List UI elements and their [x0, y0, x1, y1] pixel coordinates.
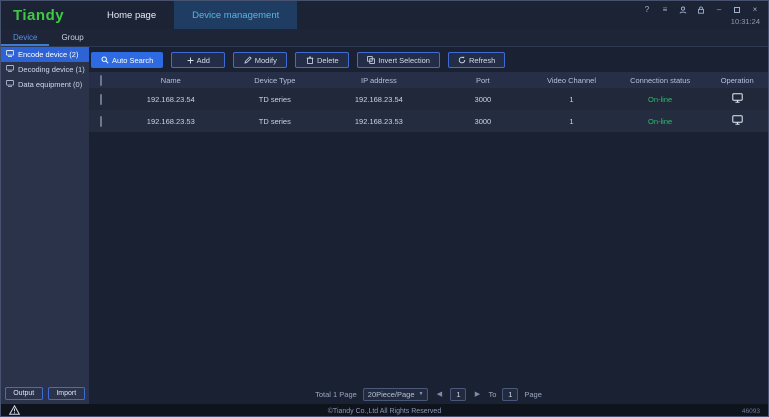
device-operation-icon[interactable] [731, 115, 743, 127]
goto-label: To [488, 389, 497, 399]
top-bar: Tiandy Home page Device management ? ≡ –… [1, 1, 768, 29]
tab-home-page[interactable]: Home page [107, 9, 157, 21]
device-tree-sidebar: Encode device (2) Decoding device (1) Da… [1, 47, 89, 404]
close-button[interactable]: × [752, 5, 758, 14]
page-word-label: Page [524, 389, 542, 399]
plus-icon [187, 57, 194, 63]
cell-device-type: TD series [258, 116, 291, 126]
tab-device-management[interactable]: Device management [174, 1, 298, 29]
chevron-down-icon: ▼ [418, 391, 424, 397]
cell-ip-address: 192.168.23.53 [354, 116, 403, 126]
total-pages-label: Total 1 Page [315, 389, 357, 399]
col-operation: Operation [720, 75, 754, 85]
sidebar-item-label: Decoding device (1) [18, 65, 85, 74]
sidebar-tab-strip: Device Group [1, 29, 768, 47]
current-page-indicator: 1 [450, 387, 467, 401]
sidebar-item-encode-device[interactable]: Encode device (2) [1, 47, 89, 62]
invert-selection-button[interactable]: Invert Selection [357, 52, 440, 68]
tab-group[interactable]: Group [61, 33, 84, 42]
menu-icon[interactable]: ≡ [662, 5, 668, 14]
row-checkbox[interactable] [100, 115, 102, 127]
cell-name: 192.168.23.53 [146, 116, 195, 126]
goto-page-input[interactable] [502, 387, 519, 401]
pagination-bar: Total 1 Page 20Piece/Page ▼ ◀ 1 ▶ To Pag… [89, 384, 768, 404]
search-icon [101, 56, 109, 64]
maximize-button[interactable] [732, 5, 742, 15]
cell-device-type: TD series [258, 94, 291, 104]
cell-name: 192.168.23.54 [146, 94, 195, 104]
select-all-checkbox[interactable] [100, 74, 102, 86]
refresh-icon [458, 56, 466, 64]
col-ip-address: IP address [360, 75, 397, 85]
user-icon[interactable] [678, 5, 688, 15]
decoder-device-icon [6, 65, 14, 74]
sidebar-item-label: Data equipment (0) [18, 80, 83, 89]
col-connection-status: Connection status [630, 75, 691, 85]
add-button[interactable]: Add [171, 52, 226, 68]
cell-video-channel: 1 [569, 94, 574, 104]
cell-port: 3000 [474, 116, 492, 126]
status-badge: On-line [648, 94, 673, 104]
pencil-icon [244, 56, 252, 64]
refresh-button[interactable]: Refresh [447, 52, 506, 68]
table-row[interactable]: 192.168.23.53 TD series 192.168.23.53 30… [89, 110, 768, 132]
lock-icon[interactable] [696, 5, 706, 15]
status-footer: ©Tiandy Co.,Ltd All Rights Reserved 4609… [1, 404, 768, 416]
import-button[interactable]: Import [47, 387, 85, 400]
tiandy-logo: Tiandy [13, 6, 65, 24]
invert-selection-icon [367, 56, 376, 64]
data-equipment-icon [6, 80, 14, 89]
prev-page-button[interactable]: ◀ [436, 391, 443, 398]
alarm-warning-icon[interactable] [8, 404, 21, 416]
cell-port: 3000 [474, 94, 492, 104]
table-row[interactable]: 192.168.23.54 TD series 192.168.23.54 30… [89, 88, 768, 110]
help-icon[interactable]: ? [644, 5, 650, 14]
auto-search-button[interactable]: Auto Search [91, 52, 164, 68]
status-badge: On-line [648, 116, 673, 126]
device-toolbar: Auto Search Add Modify Delete Invert Sel… [89, 47, 768, 72]
trash-icon [306, 56, 314, 64]
encoder-device-icon [6, 50, 14, 59]
cell-ip-address: 192.168.23.54 [354, 94, 403, 104]
top-right-cluster: ? ≡ – × 10:31:24 [642, 1, 768, 29]
sidebar-item-label: Encode device (2) [18, 50, 79, 59]
clock: 10:31:24 [730, 17, 760, 26]
col-video-channel: Video Channel [546, 75, 597, 85]
build-code: 46093 [741, 407, 760, 415]
minimize-button[interactable]: – [716, 5, 722, 14]
main-nav: Home page Device management [89, 1, 298, 29]
sidebar-item-decoding-device[interactable]: Decoding device (1) [1, 62, 89, 77]
output-button[interactable]: Output [5, 387, 43, 400]
delete-button[interactable]: Delete [295, 52, 350, 68]
row-checkbox[interactable] [100, 93, 102, 105]
sidebar-item-data-equipment[interactable]: Data equipment (0) [1, 77, 89, 92]
page-size-select[interactable]: 20Piece/Page ▼ [362, 387, 429, 401]
tab-device[interactable]: Device [1, 29, 49, 46]
col-port: Port [475, 75, 490, 85]
device-management-panel: Auto Search Add Modify Delete Invert Sel… [89, 47, 768, 404]
device-operation-icon[interactable] [731, 93, 743, 105]
col-name: Name [160, 75, 181, 85]
next-page-button[interactable]: ▶ [474, 391, 481, 398]
col-device-type: Device Type [254, 75, 296, 85]
table-header: Name Device Type IP address Port Video C… [89, 72, 768, 88]
copyright-text: ©Tiandy Co.,Ltd All Rights Reserved [327, 407, 442, 415]
modify-button[interactable]: Modify [233, 52, 288, 68]
cell-video-channel: 1 [569, 116, 574, 126]
